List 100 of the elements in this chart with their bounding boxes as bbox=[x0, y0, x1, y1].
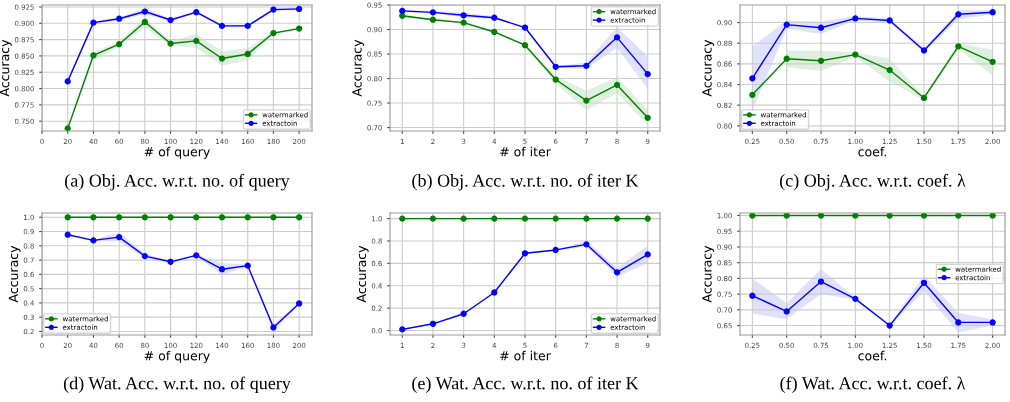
point bbox=[955, 319, 962, 326]
point bbox=[491, 14, 498, 21]
point bbox=[920, 279, 928, 286]
point bbox=[583, 62, 590, 69]
point bbox=[167, 40, 174, 47]
point bbox=[141, 18, 148, 26]
y-axis-title: Accuracy bbox=[702, 245, 715, 303]
point bbox=[270, 324, 277, 331]
point bbox=[244, 50, 251, 58]
point bbox=[193, 37, 200, 45]
point bbox=[244, 214, 251, 221]
point bbox=[460, 215, 467, 222]
text: (c) Obj. Acc. w.r.t. coef. λ bbox=[780, 173, 966, 191]
point bbox=[817, 213, 825, 219]
point bbox=[817, 278, 825, 285]
point bbox=[920, 213, 928, 219]
point bbox=[920, 94, 928, 102]
point bbox=[296, 214, 303, 221]
point bbox=[429, 215, 437, 222]
point bbox=[270, 214, 277, 221]
point bbox=[552, 63, 559, 70]
point bbox=[552, 246, 559, 254]
point bbox=[852, 51, 859, 58]
point bbox=[90, 52, 97, 59]
point bbox=[583, 97, 590, 104]
point bbox=[218, 266, 226, 273]
point bbox=[749, 292, 756, 299]
point bbox=[613, 34, 621, 41]
point bbox=[141, 214, 148, 221]
point bbox=[989, 58, 996, 65]
point bbox=[552, 76, 559, 83]
x-axis-title: # of iter bbox=[500, 146, 551, 157]
point bbox=[521, 42, 529, 49]
y-axis-title: Accuracy bbox=[702, 39, 715, 97]
point bbox=[583, 215, 590, 222]
point bbox=[749, 91, 756, 98]
point bbox=[521, 24, 529, 31]
point bbox=[644, 215, 651, 222]
point bbox=[218, 214, 226, 221]
point bbox=[193, 9, 200, 16]
point bbox=[399, 326, 406, 333]
point bbox=[399, 7, 406, 15]
point bbox=[783, 21, 790, 28]
point bbox=[644, 114, 651, 121]
x-axis-title: # of query bbox=[144, 146, 210, 159]
point bbox=[521, 215, 529, 222]
point bbox=[613, 81, 621, 89]
point bbox=[886, 213, 893, 219]
point bbox=[116, 233, 123, 241]
point bbox=[141, 252, 148, 260]
y-axis-title: Accuracy bbox=[8, 245, 21, 303]
point bbox=[64, 231, 71, 238]
point bbox=[90, 214, 97, 221]
point bbox=[886, 322, 893, 329]
point bbox=[644, 71, 651, 78]
point bbox=[613, 215, 621, 222]
point bbox=[193, 214, 200, 221]
text: (f) Wat. Acc. w.r.t. coef. λ bbox=[780, 376, 966, 394]
point bbox=[955, 213, 962, 219]
point bbox=[116, 41, 123, 48]
point bbox=[244, 22, 251, 30]
text: (d) Wat. Acc. w.r.t. no. of query bbox=[63, 376, 291, 394]
point bbox=[296, 5, 303, 13]
point bbox=[552, 215, 559, 222]
point bbox=[296, 300, 303, 307]
point bbox=[955, 11, 962, 18]
point bbox=[429, 16, 437, 23]
point bbox=[852, 295, 859, 302]
point bbox=[852, 15, 859, 22]
text: (e) Wat. Acc. w.r.t. no. of iter K bbox=[412, 376, 639, 394]
point bbox=[460, 19, 467, 26]
y-axis-title: Accuracy bbox=[356, 245, 369, 303]
text: (b) Obj. Acc. w.r.t. no. of iter K bbox=[412, 173, 639, 191]
point bbox=[270, 29, 277, 37]
point bbox=[920, 47, 928, 54]
text: (a) Obj. Acc. w.r.t. no. of query bbox=[65, 173, 290, 191]
y-axis-title: Accuracy bbox=[0, 39, 12, 97]
x-axis-title: coef. bbox=[858, 350, 886, 361]
point bbox=[491, 289, 498, 296]
point bbox=[613, 269, 621, 276]
point bbox=[270, 6, 277, 13]
point bbox=[64, 78, 71, 85]
point bbox=[491, 28, 498, 36]
point bbox=[817, 57, 825, 64]
point bbox=[989, 319, 996, 326]
point bbox=[399, 215, 406, 222]
point bbox=[749, 75, 756, 82]
point bbox=[783, 55, 790, 62]
point bbox=[429, 9, 437, 16]
point bbox=[989, 213, 996, 219]
point bbox=[783, 308, 790, 315]
point bbox=[193, 252, 200, 259]
point bbox=[989, 9, 996, 16]
x-axis-title: # of query bbox=[144, 350, 210, 363]
point bbox=[460, 12, 467, 19]
x-axis-title: coef. bbox=[858, 146, 886, 157]
point bbox=[167, 16, 174, 24]
point bbox=[399, 12, 406, 19]
point bbox=[64, 214, 71, 221]
point bbox=[141, 8, 148, 15]
